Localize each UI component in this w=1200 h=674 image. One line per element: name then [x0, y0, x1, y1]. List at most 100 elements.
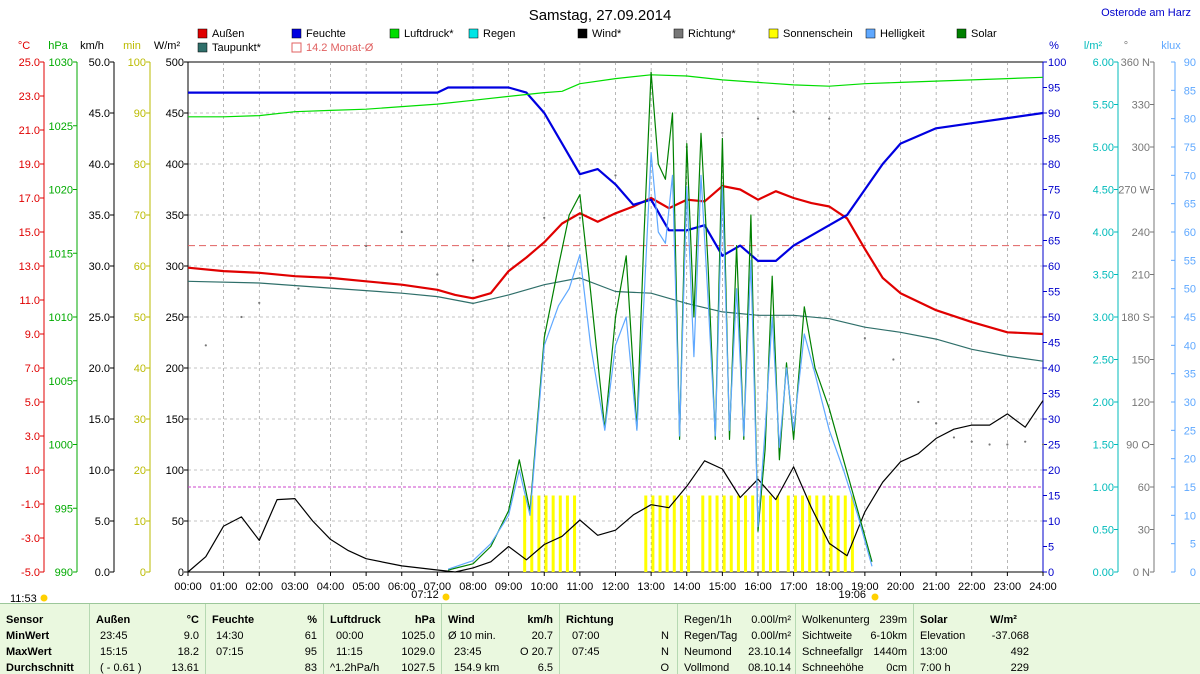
tick-label-rain: 3.50	[1093, 270, 1114, 282]
tick-label-direction: 270 W	[1118, 185, 1150, 197]
series-line-solar	[447, 71, 873, 571]
time-markers: 07:12 19:06 11:53	[10, 589, 879, 602]
tick-label-humidity: 5	[1048, 542, 1054, 554]
schneehoehe-value: 0cm	[886, 662, 907, 674]
tick-label-solar: 250	[166, 312, 184, 324]
sunshine-bar	[644, 495, 648, 572]
richtung-avg-value: O	[660, 662, 669, 674]
direction-point	[756, 117, 760, 120]
tick-label-lux: 90	[1184, 57, 1196, 69]
tick-label-temp: 19.0	[19, 159, 40, 171]
wind-distance: 154.9 km	[454, 662, 500, 674]
legend: Außen Feuchte Luftdruck* Regen Wind* Richtung…	[197, 28, 997, 54]
sunset-icon	[871, 593, 879, 601]
tick-label-temp: 3.0	[25, 431, 40, 443]
tick-label-lux: 55	[1184, 255, 1196, 267]
feuchte-max-time: 07:15	[216, 646, 244, 658]
tick-label-sun_min: 80	[134, 159, 146, 171]
direction-point	[1006, 443, 1009, 446]
regen-tag-value: 0.00l/m²	[751, 630, 791, 642]
legend-label-6: Sonnenschein	[783, 28, 853, 40]
unit-humidity: %	[1049, 40, 1059, 52]
tick-label-solar: 100	[166, 465, 184, 477]
tick-label-wind: 10.0	[89, 465, 110, 477]
tick-label-rain: 2.50	[1093, 355, 1114, 367]
tick-label-temp: -5.0	[21, 567, 40, 579]
location-label: Osterode am Harz	[1101, 7, 1191, 19]
unit-solar: W/m²	[154, 40, 181, 52]
tick-label-pressure: 1010	[49, 312, 73, 324]
stats-col-aussen: Außen °C 23:45 9.0 15:15 18.2 ( - 0.61 )…	[90, 604, 206, 674]
stats-col-feuchte: Feuchte % 14:30 61 07:15 95 83	[206, 604, 324, 674]
tick-label-humidity: 80	[1048, 159, 1060, 171]
richtung-min-time: 07:00	[572, 630, 600, 642]
tick-label-direction: 240	[1132, 227, 1150, 239]
direction-point	[917, 400, 920, 404]
aussen-min-time: 23:45	[100, 630, 128, 642]
x-tick-label: 21:00	[922, 581, 950, 593]
tick-label-humidity: 35	[1048, 389, 1060, 401]
elevation-label: Elevation	[920, 630, 966, 642]
x-tick-label: 00:00	[174, 581, 202, 593]
direction-point	[614, 174, 617, 177]
tick-label-rain: 2.00	[1093, 397, 1114, 409]
legend-swatch-9	[197, 42, 208, 53]
tick-label-direction: 0 N	[1133, 567, 1150, 579]
tick-label-wind: 50.0	[89, 57, 110, 69]
feuchte-avg-value: 83	[304, 662, 317, 674]
x-tick-label: 01:00	[210, 581, 238, 593]
x-tick-label: 15:00	[709, 581, 737, 593]
tick-label-wind: 35.0	[89, 210, 110, 222]
sunshine-bar	[672, 495, 676, 572]
tick-label-direction: 330	[1132, 100, 1150, 112]
sunshine-bar	[687, 495, 691, 572]
tick-label-lux: 20	[1184, 454, 1196, 466]
tick-label-solar: 150	[166, 414, 184, 426]
sunshine-bar	[708, 495, 712, 572]
solar-header: Solar	[920, 614, 948, 626]
direction-point	[721, 131, 724, 134]
sunshine-bar	[768, 495, 772, 572]
sunshine-bar	[530, 495, 534, 572]
direction-point	[258, 301, 261, 304]
tick-label-lux: 25	[1184, 425, 1196, 437]
tick-label-lux: 30	[1184, 397, 1196, 409]
legend-swatch-6	[768, 28, 779, 39]
sunshine-bar	[573, 495, 577, 572]
tick-label-humidity: 20	[1048, 465, 1060, 477]
solar-max-time: 13:00	[920, 646, 948, 658]
feuchte-max-value: 95	[304, 646, 317, 658]
axis-units: °C hPa km/h min W/m² % l/m² ° klux	[18, 40, 1181, 52]
tick-label-solar: 500	[166, 57, 184, 69]
axes: 25.0 23.0 21.0 19.0 17.0 15.0 13.0 11.0 9.0 7.0 5.…	[19, 57, 1196, 593]
tick-label-humidity: 70	[1048, 210, 1060, 222]
chart-title: Samstag, 27.09.2014	[529, 7, 672, 24]
sichtweite-value: 6-10km	[870, 630, 907, 642]
tick-label-pressure: 1025	[49, 121, 73, 133]
tick-label-wind: 25.0	[89, 312, 110, 324]
direction-point	[578, 216, 581, 219]
tick-label-humidity: 15	[1048, 491, 1060, 503]
tick-label-wind: 0.0	[95, 567, 110, 579]
x-tick-label: 17:00	[780, 581, 808, 593]
sunshine-bar	[701, 495, 705, 572]
schneefallgr-value: 1440m	[873, 646, 907, 658]
tick-label-pressure: 990	[55, 567, 73, 579]
tick-label-rain: 0.50	[1093, 525, 1114, 537]
tick-label-humidity: 50	[1048, 312, 1060, 324]
tick-label-lux: 50	[1184, 284, 1196, 296]
tick-label-wind: 30.0	[89, 261, 110, 273]
tick-label-sun_min: 50	[134, 312, 146, 324]
legend-label-9: Taupunkt*	[212, 42, 262, 54]
legend-label-10: 14.2 Monat-Ø	[306, 42, 374, 54]
legend-swatch-1	[291, 28, 302, 39]
tick-label-direction: 180 S	[1121, 312, 1150, 324]
tick-label-solar: 450	[166, 108, 184, 120]
tick-label-direction: 90 O	[1126, 440, 1150, 452]
schneefallgr-label: Schneefallgr	[802, 646, 864, 658]
stats-row-min: MinWert	[6, 630, 50, 642]
tick-label-direction: 30	[1138, 525, 1150, 537]
tick-label-humidity: 65	[1048, 236, 1060, 248]
direction-point	[1024, 440, 1027, 443]
luftdruck-min-value: 1025.0	[401, 630, 435, 642]
